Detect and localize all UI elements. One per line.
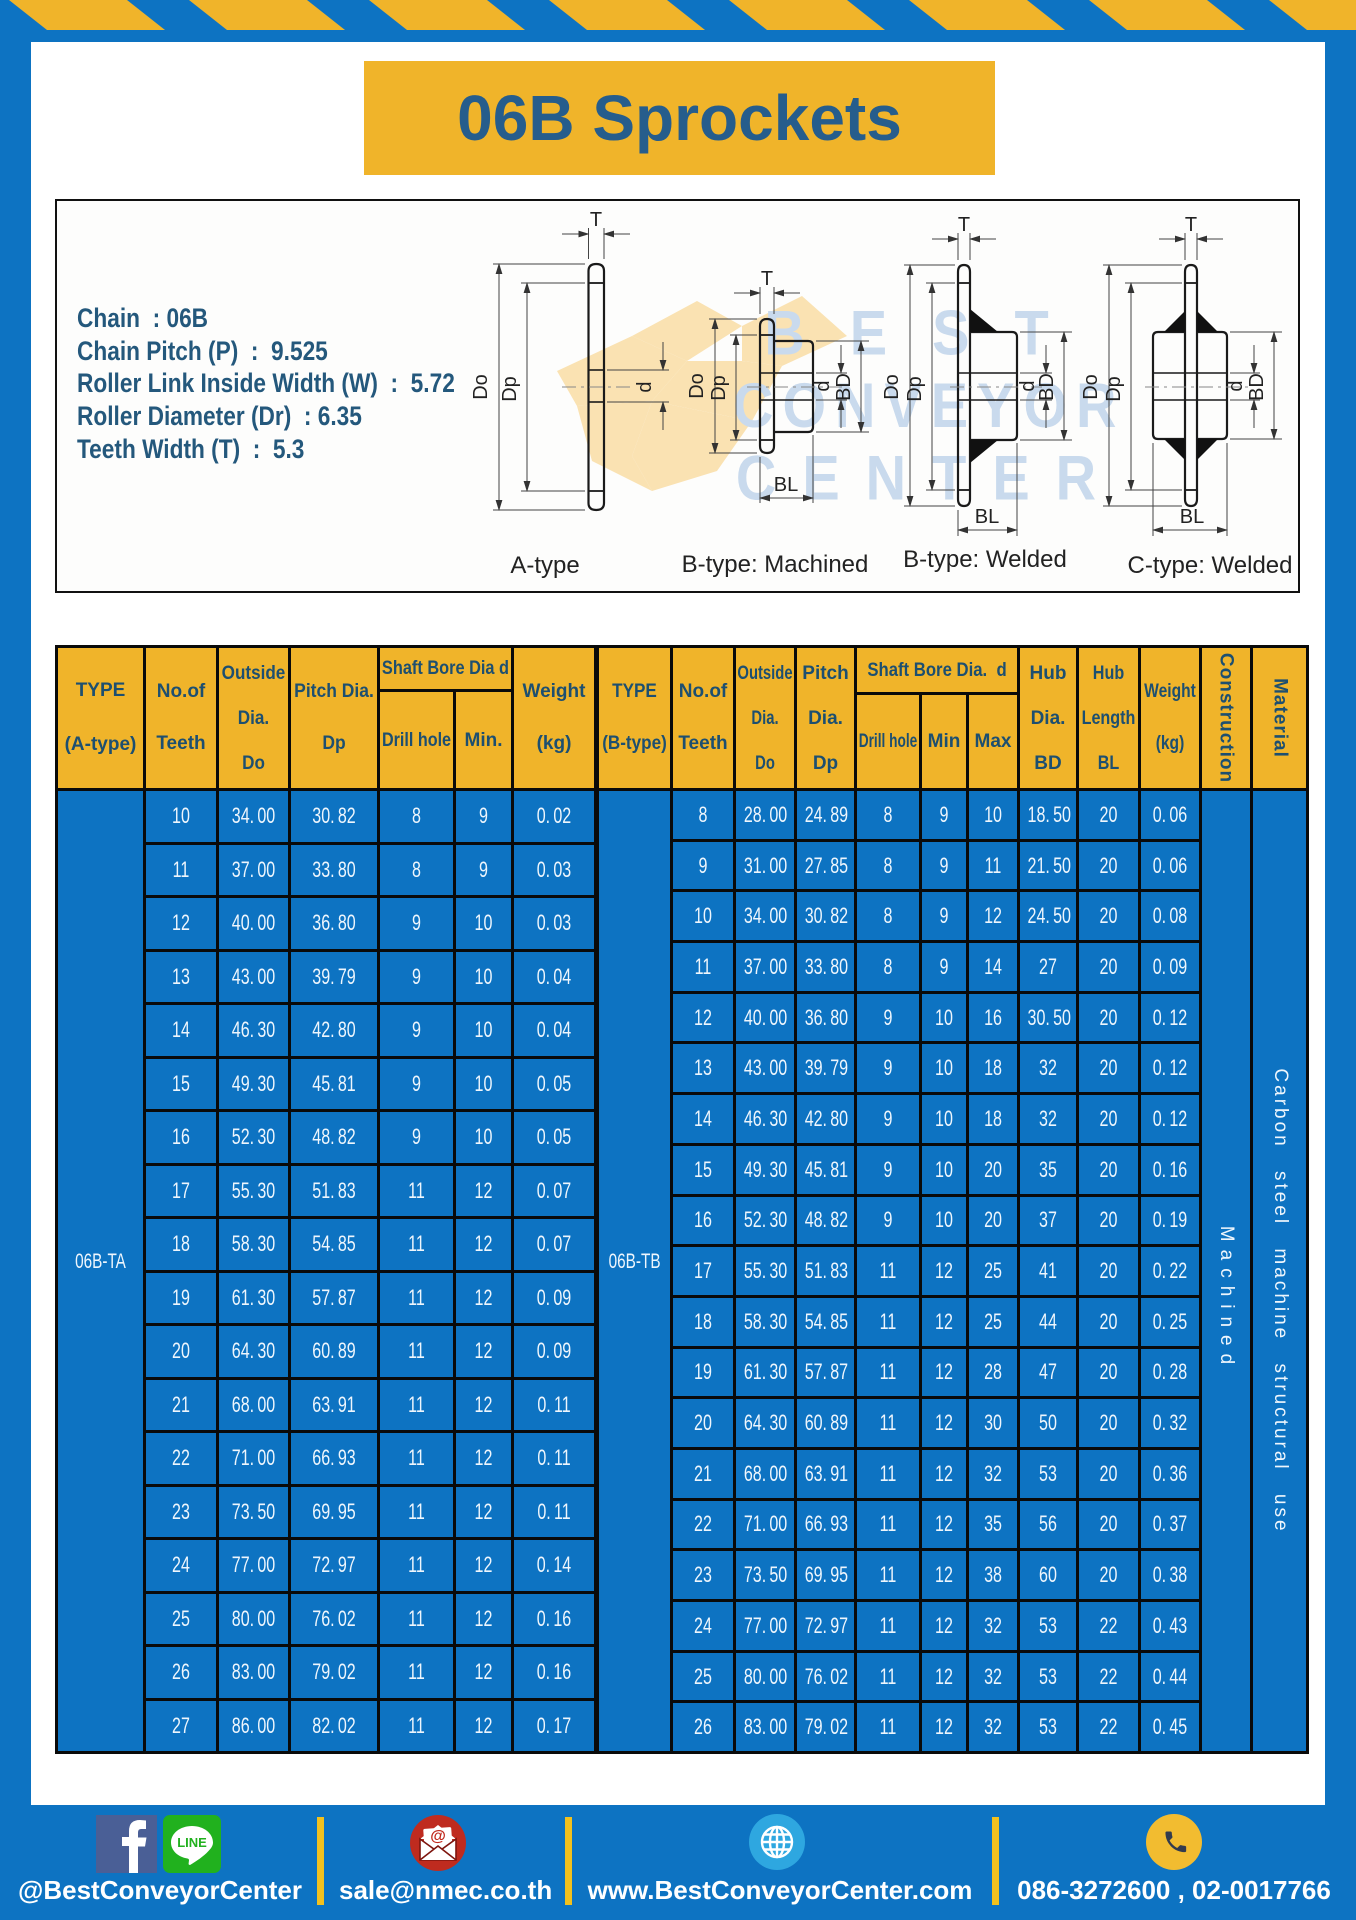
svg-text:d: d: [634, 381, 656, 392]
svg-text:BL: BL: [1180, 506, 1204, 528]
svg-text:d: d: [1225, 380, 1247, 391]
svg-text:@: @: [430, 1828, 446, 1845]
svg-text:BD: BD: [1036, 373, 1058, 401]
svg-text:d: d: [812, 380, 834, 391]
svg-text:BL: BL: [975, 506, 999, 528]
svg-text:B-type: Welded: B-type: Welded: [903, 546, 1067, 573]
svg-text:LINE: LINE: [177, 1835, 207, 1850]
svg-text:Dp: Dp: [1103, 376, 1125, 402]
svg-text:T: T: [761, 268, 773, 290]
svg-text:T: T: [958, 214, 970, 236]
svg-text:A-type: A-type: [510, 552, 579, 579]
svg-text:T: T: [1185, 214, 1197, 236]
svg-text:BD: BD: [833, 373, 855, 401]
svg-text:Do: Do: [881, 374, 903, 400]
svg-text:BD: BD: [1246, 373, 1268, 401]
svg-text:B-type: Machined: B-type: Machined: [682, 551, 869, 578]
svg-text:Dp: Dp: [904, 376, 926, 402]
svg-text:Do: Do: [470, 374, 492, 400]
svg-text:Do: Do: [1080, 374, 1102, 400]
svg-text:Dp: Dp: [499, 376, 521, 402]
svg-text:d: d: [1017, 380, 1039, 391]
svg-text:Dp: Dp: [708, 375, 730, 401]
svg-text:C-type: Welded: C-type: Welded: [1128, 552, 1293, 579]
svg-text:BL: BL: [774, 474, 798, 496]
svg-text:T: T: [590, 209, 602, 231]
svg-text:Do: Do: [686, 373, 708, 399]
